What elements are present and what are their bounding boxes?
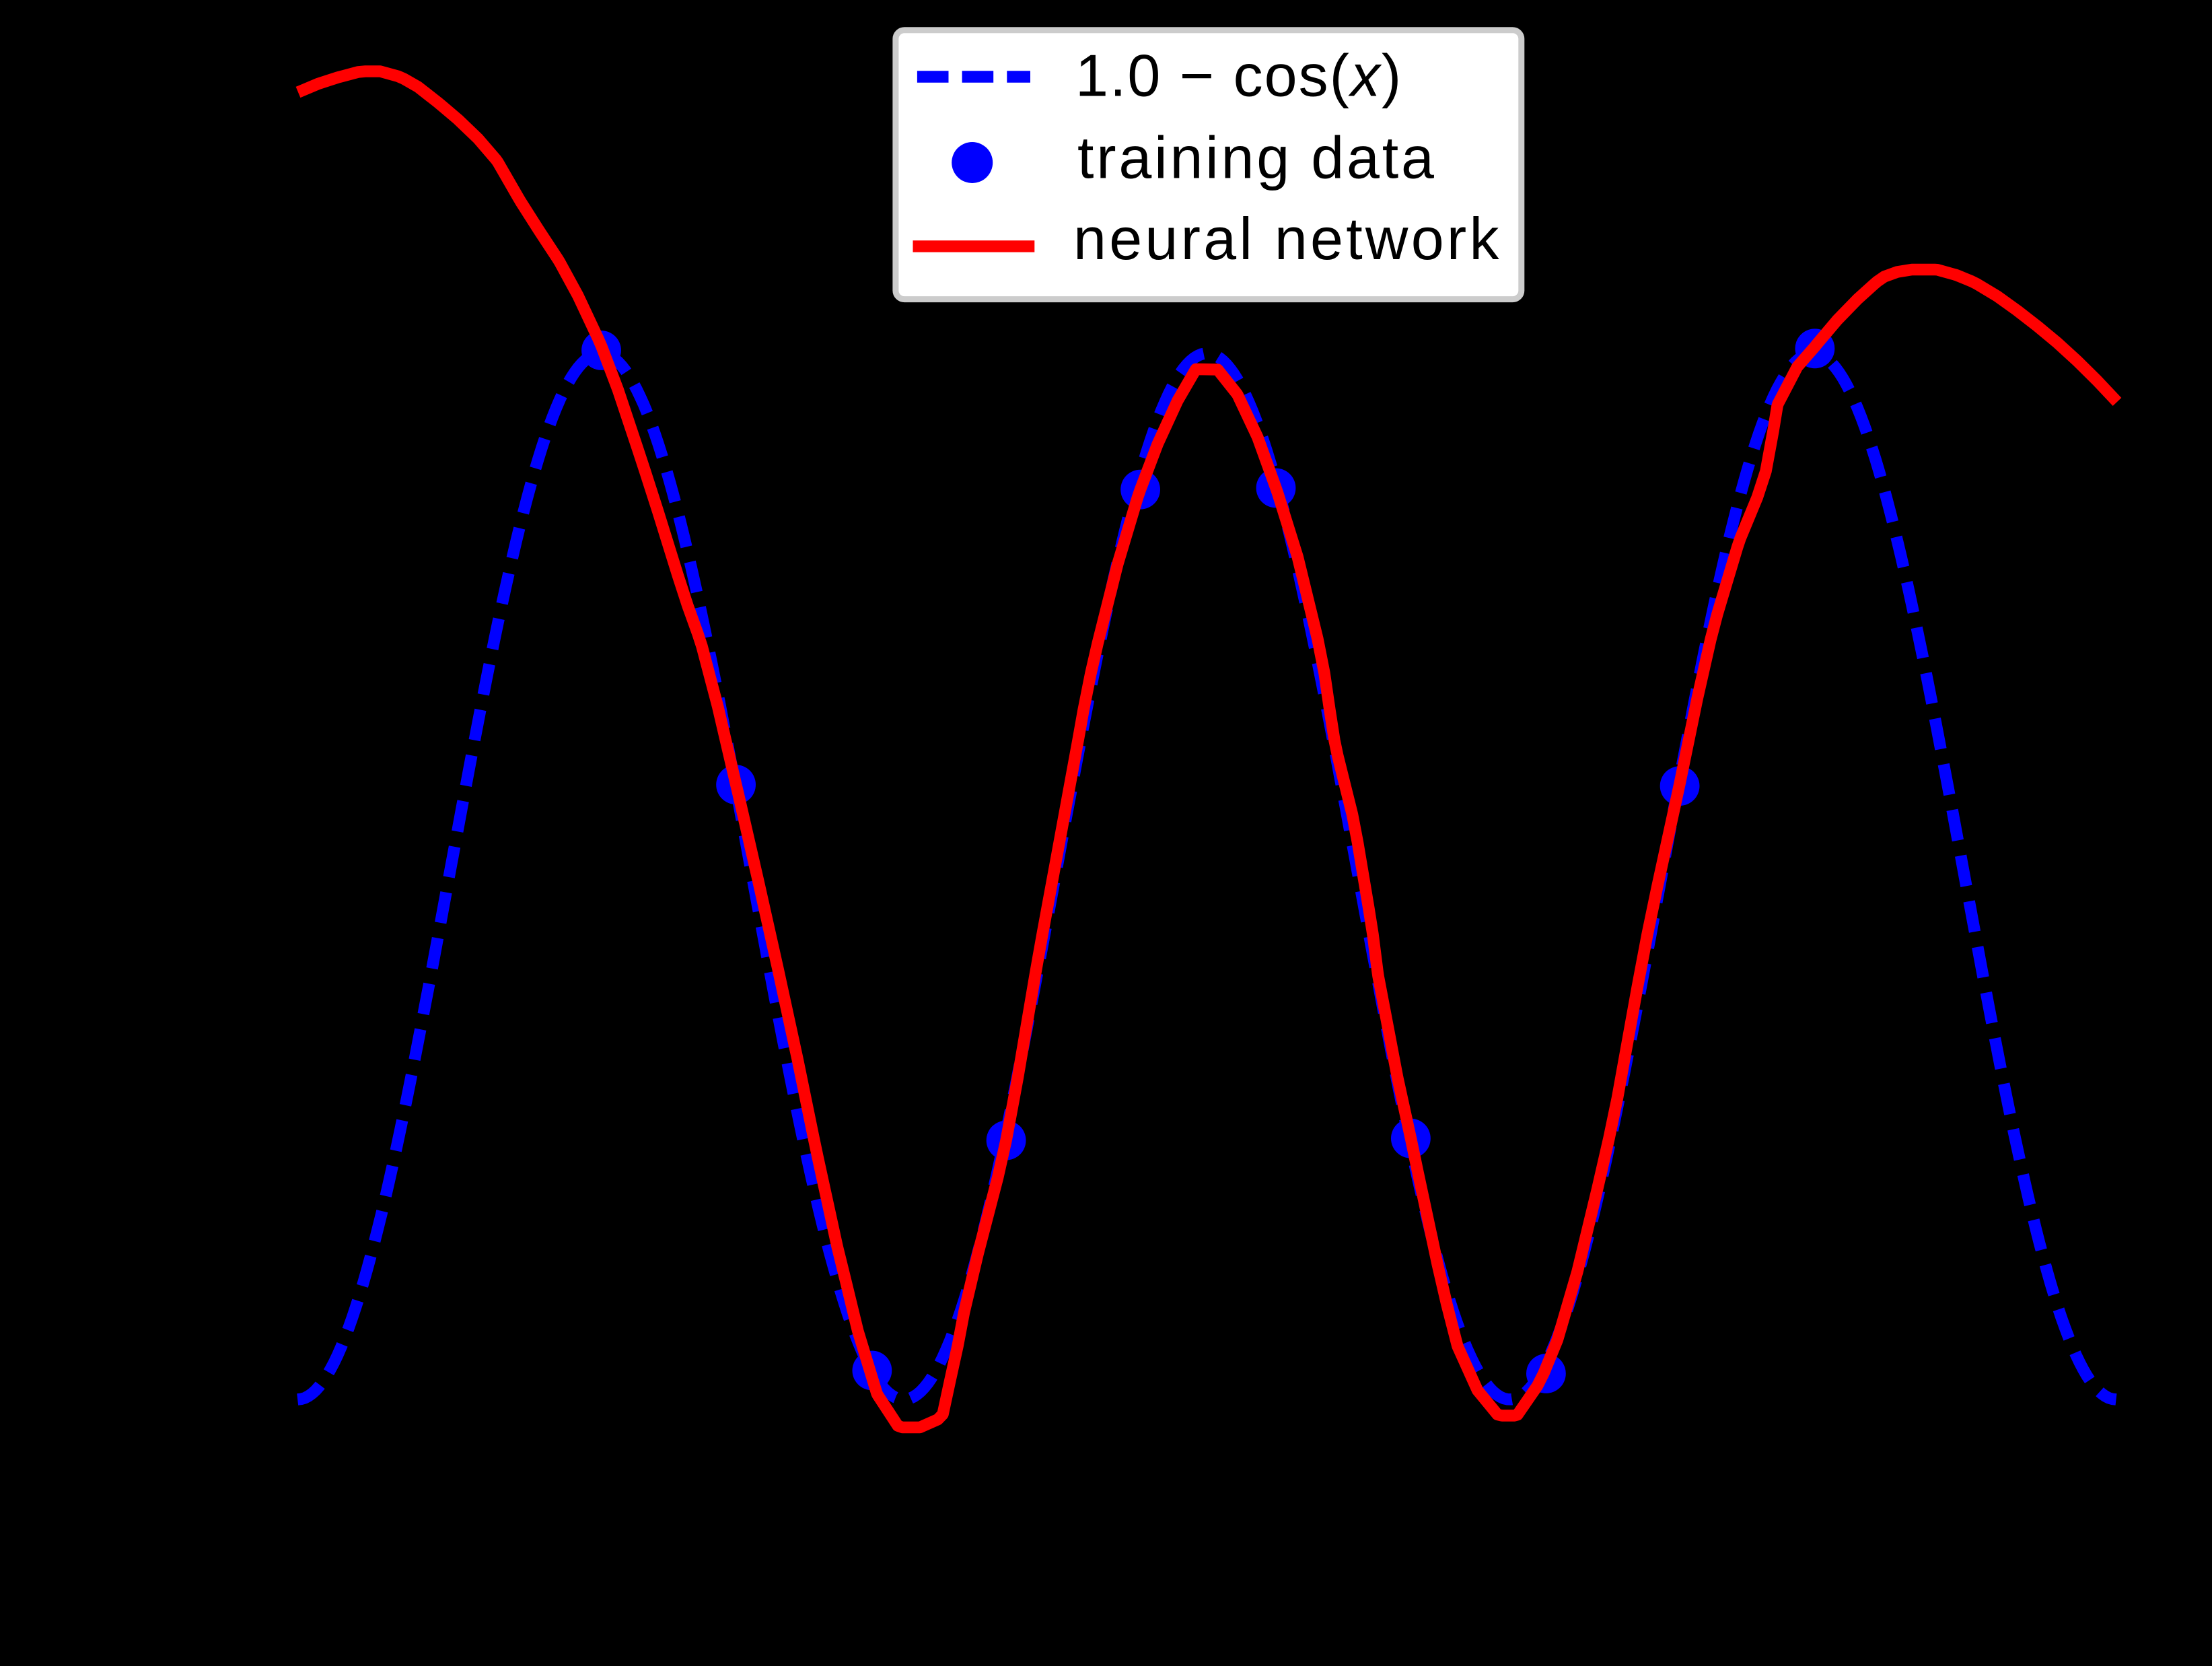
svg-text:neural network: neural network xyxy=(1073,205,1502,272)
svg-text:1.0 − cos(x): 1.0 − cos(x) xyxy=(1075,42,1402,108)
svg-text:training data: training data xyxy=(1077,124,1437,190)
